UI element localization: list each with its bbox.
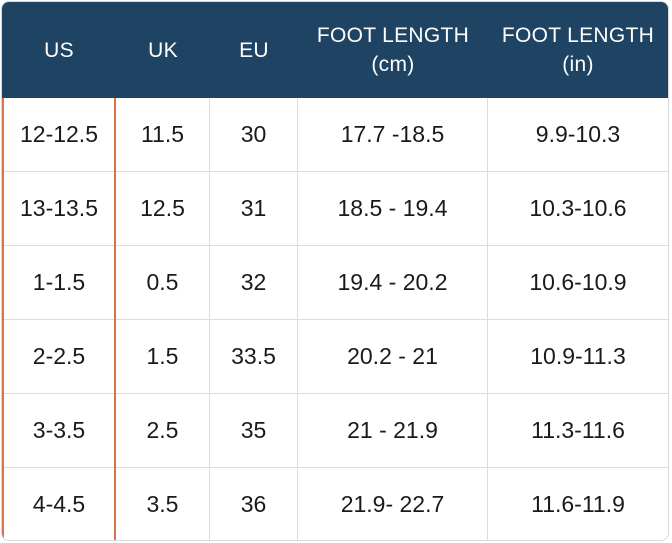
- header-foot-length-cm: FOOT LENGTH (cm): [316, 24, 470, 76]
- cell-us: 4-4.5: [32, 491, 86, 517]
- table-header-row: US UK EU FOOT LENGTH (cm) FOOT LENGTH (i…: [2, 2, 668, 98]
- table-row: 4-4.5 3.5 36 21.9- 22.7 11.6-11.9: [2, 468, 668, 540]
- cell-foot-length-cm: 21.9- 22.7: [298, 468, 488, 540]
- cell-eu: 30: [210, 98, 298, 171]
- cell-foot-length-in: 10.3-10.6: [529, 195, 627, 221]
- cell-foot-length-cm: 21 - 21.9: [298, 394, 488, 467]
- cell-uk: 11.5: [116, 98, 210, 171]
- cell-us: 13-13.5: [19, 195, 98, 221]
- cell-foot-length-in: 10.9-11.3: [530, 343, 626, 369]
- cell-foot-length-cm: 19.4 - 20.2: [298, 246, 488, 319]
- cell-foot-length-in: 10.6-10.9: [529, 269, 627, 295]
- cell-foot-length-cm: 17.7 -18.5: [298, 98, 488, 171]
- cell-uk: 12.5: [116, 172, 210, 245]
- cell-us: 12-12.5: [19, 121, 98, 147]
- table-row: 3-3.5 2.5 35 21 - 21.9 11.3-11.6: [2, 394, 668, 468]
- header-us: US: [44, 38, 74, 62]
- cell-us: 2-2.5: [32, 343, 86, 369]
- cell-us: 3-3.5: [32, 417, 86, 443]
- cell-eu: 36: [210, 468, 298, 540]
- cell-eu: 33.5: [210, 320, 298, 393]
- header-foot-length-in: FOOT LENGTH (in): [501, 24, 655, 76]
- cell-foot-length-in: 9.9-10.3: [535, 121, 621, 147]
- cell-foot-length-cm: 20.2 - 21: [298, 320, 488, 393]
- cell-foot-length-in: 11.3-11.6: [531, 417, 625, 443]
- cell-foot-length-in: 11.6-11.9: [531, 491, 625, 517]
- table-row: 12-12.5 11.5 30 17.7 -18.5 9.9-10.3: [2, 98, 668, 172]
- cell-eu: 35: [210, 394, 298, 467]
- table-row: 1-1.5 0.5 32 19.4 - 20.2 10.6-10.9: [2, 246, 668, 320]
- cell-uk: 1.5: [116, 320, 210, 393]
- cell-foot-length-cm: 18.5 - 19.4: [298, 172, 488, 245]
- cell-eu: 32: [210, 246, 298, 319]
- cell-uk: 2.5: [116, 394, 210, 467]
- header-uk: UK: [148, 38, 178, 62]
- cell-uk: 0.5: [116, 246, 210, 319]
- table-row: 2-2.5 1.5 33.5 20.2 - 21 10.9-11.3: [2, 320, 668, 394]
- table-row: 13-13.5 12.5 31 18.5 - 19.4 10.3-10.6: [2, 172, 668, 246]
- cell-us: 1-1.5: [32, 269, 86, 295]
- header-eu: EU: [239, 38, 269, 62]
- table-body: 12-12.5 11.5 30 17.7 -18.5 9.9-10.3 13-1…: [2, 98, 668, 540]
- cell-uk: 3.5: [116, 468, 210, 540]
- cell-eu: 31: [210, 172, 298, 245]
